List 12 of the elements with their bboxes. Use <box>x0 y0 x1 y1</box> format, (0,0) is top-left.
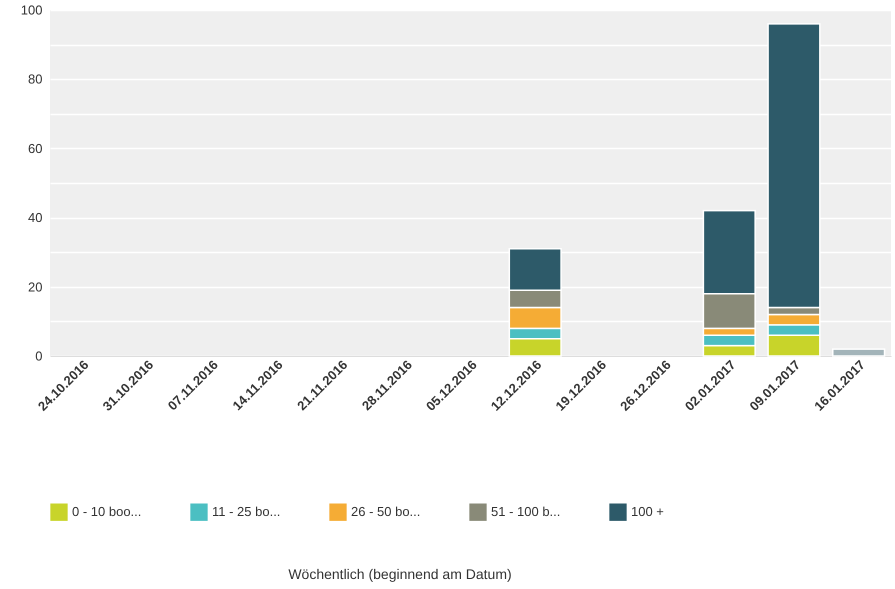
y-tick-label: 20 <box>28 279 42 294</box>
legend-label: 100 + <box>631 504 664 520</box>
y-tick-label: 0 <box>35 348 42 364</box>
legend-label: 51 - 100 b... <box>491 504 560 520</box>
y-tick-label: 100 <box>20 2 42 18</box>
legend-label: 0 - 10 boo... <box>72 504 142 520</box>
y-tick-label: 60 <box>28 140 42 156</box>
y-tick-label: 40 <box>28 210 42 226</box>
legend-label: 11 - 25 bo... <box>212 504 280 520</box>
legend-label: 26 - 50 bo... <box>351 504 420 520</box>
y-tick-label: 80 <box>28 72 42 87</box>
text: Wöchentlich (beginnend am Datum) <box>288 566 512 582</box>
